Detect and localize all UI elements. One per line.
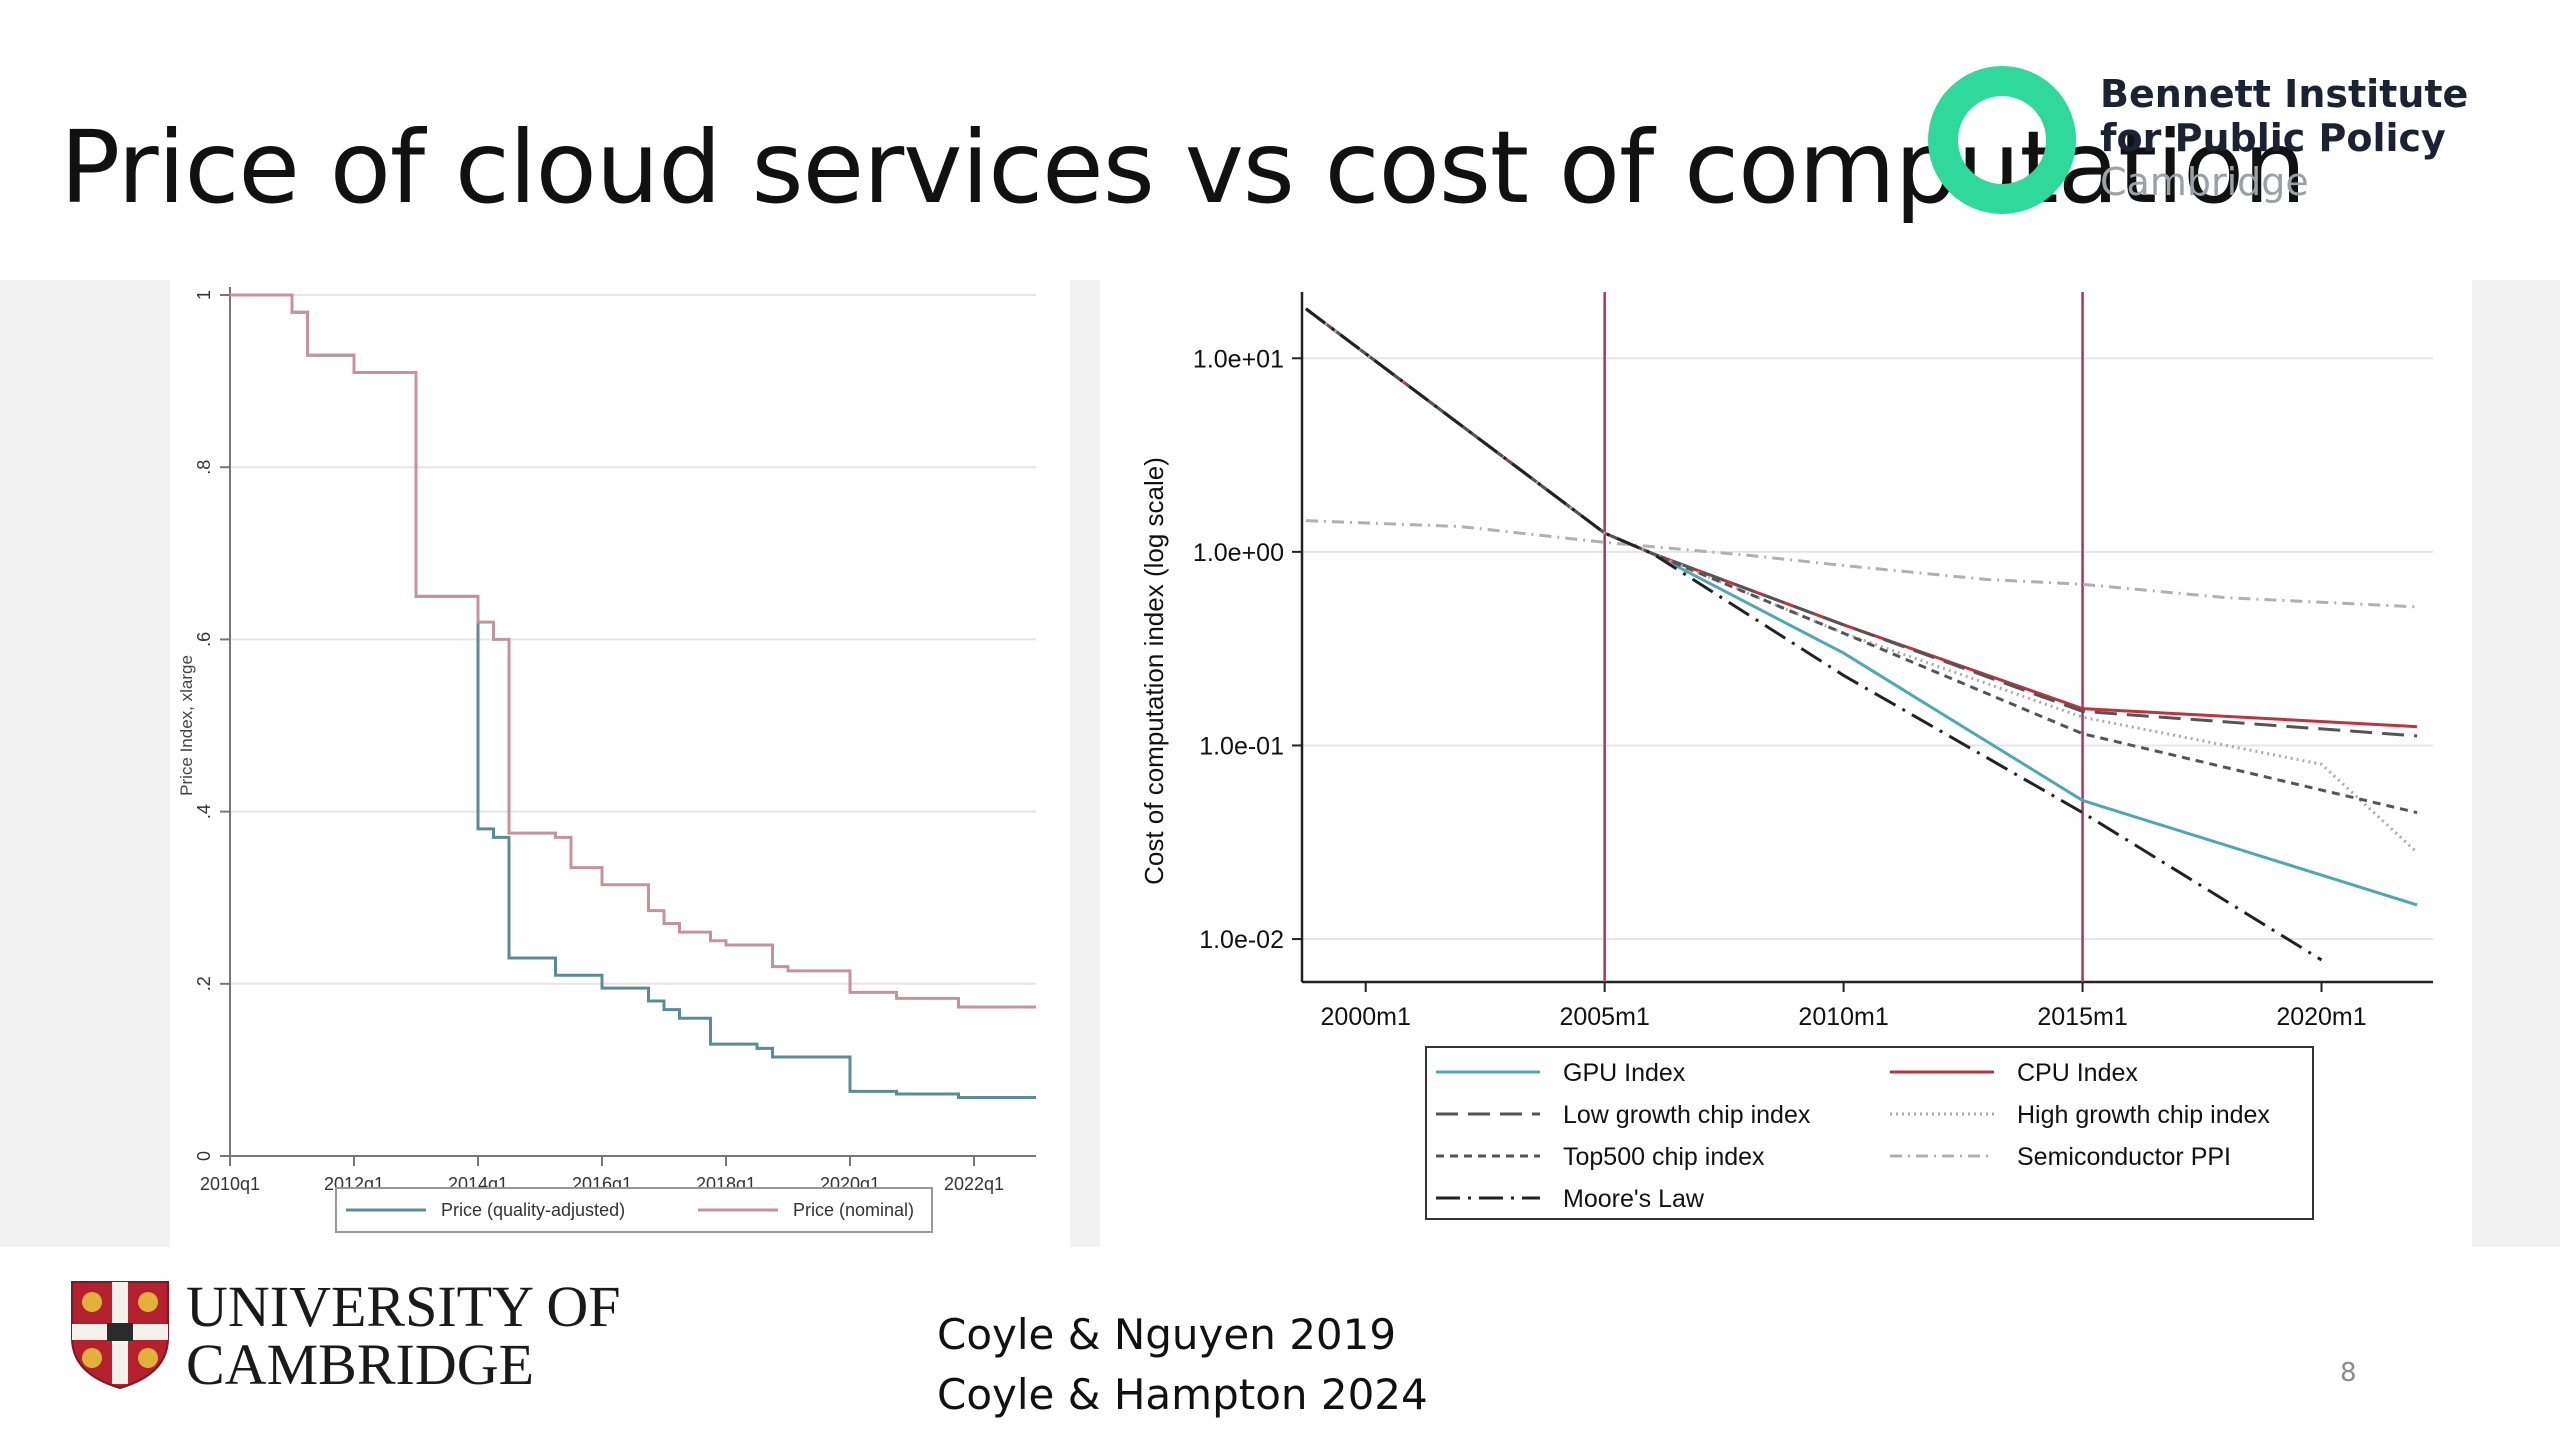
legend-label: High growth chip index (2017, 1101, 2270, 1129)
bennett-ring-icon (1928, 66, 2076, 214)
bennett-institute-logo: Bennett Institute for Public Policy Camb… (1920, 62, 2540, 222)
legend-label: Low growth chip index (1563, 1101, 1811, 1129)
bennett-ring-icon (1928, 66, 2076, 214)
y-tick-label: .2 (194, 976, 214, 991)
cambridge-shield-book-icon (107, 1323, 133, 1341)
series-line-moore-s-law (1305, 307, 2323, 962)
cloud-price-chart-panel: 0.2.4.6.8 1 2010q1 2012q1 2014q1 2016q1 2018q1… (170, 280, 1070, 1247)
cambridge-shield-lion-icon (82, 1348, 102, 1368)
computation-cost-chart-panel: 1.0e+01 1.0e+00 1.0e-01 1.0e-02 2000m1 2005m1… (1100, 280, 2472, 1247)
legend-label: CPU Index (2017, 1059, 2138, 1087)
cambridge-logo-line1: UNIVERSITY OF (186, 1274, 621, 1339)
y-tick-label: .4 (194, 804, 214, 819)
legend-label: Price (quality-adjusted) (441, 1200, 625, 1220)
series-line-price-nominal (230, 293, 1036, 1009)
legend-box (1425, 1046, 2314, 1220)
cambridge-shield-lion-icon (82, 1292, 102, 1312)
legend-label: Moore's Law (1563, 1185, 1705, 1213)
legend-label: Top500 chip index (1563, 1143, 1765, 1171)
legend-label: GPU Index (1563, 1059, 1686, 1087)
reference-2: Coyle & Hampton 2024 (937, 1370, 1428, 1419)
series-line-low-growth-chip-index (1305, 307, 2418, 738)
x-tick-label: 2022q1 (944, 1174, 1004, 1194)
bennett-logo-line1: Bennett Institute (2100, 72, 2469, 116)
page-number: 8 (2340, 1358, 2357, 1388)
y-tick-label: 1.0e+00 (1193, 539, 1284, 567)
university-of-cambridge-logo: UNIVERSITY OF CAMBRIDGE (70, 1278, 630, 1398)
x-tick-label: 2020m1 (2276, 1003, 2366, 1031)
references: Coyle & Nguyen 2019 Coyle & Hampton 2024 (937, 1305, 1428, 1425)
y-tick-label: 1.0e+01 (1193, 345, 1284, 373)
x-tick-label: 2000m1 (1321, 1003, 1411, 1031)
bennett-logo-line2: for Public Policy (2100, 116, 2446, 160)
bennett-logo-line3: Cambridge (2100, 160, 2309, 204)
legend-label: Semiconductor PPI (2017, 1143, 2231, 1171)
series-line-price-quality-adjusted (230, 293, 1036, 1099)
series-line-top500-chip-index (1305, 307, 2418, 815)
legend-box (335, 1187, 933, 1233)
y-axis-label: Cost of computation index (log scale) (1139, 457, 1169, 885)
cambridge-shield-icon (71, 1281, 169, 1390)
series-line-gpu-index (1305, 307, 2418, 907)
y-tick-label: 1 (194, 290, 214, 300)
x-tick-label: 2010q1 (200, 1174, 260, 1194)
y-tick-label: 1.0e-01 (1199, 732, 1284, 760)
y-tick-label: 0 (194, 1151, 214, 1161)
x-tick-label: 2015m1 (2037, 1003, 2127, 1031)
y-axis-label: Price Index, xlarge (177, 655, 196, 796)
x-tick-label: 2005m1 (1559, 1003, 1649, 1031)
y-tick-label: .8 (194, 460, 214, 475)
series-line-high-growth-chip-index (1305, 307, 2419, 854)
cambridge-shield-lion-icon (138, 1292, 158, 1312)
y-tick-label: 1.0e-02 (1199, 926, 1284, 954)
cambridge-shield-lion-icon (138, 1348, 158, 1368)
cambridge-logo-line2: CAMBRIDGE (186, 1332, 535, 1397)
y-tick-label: .6 (194, 632, 214, 647)
x-tick-label: 2010m1 (1798, 1003, 1888, 1031)
reference-1: Coyle & Nguyen 2019 (937, 1310, 1397, 1359)
series-line-semiconductor-ppi (1305, 519, 2418, 609)
computation-cost-chart: 1.0e+01 1.0e+00 1.0e-01 1.0e-02 2000m1 2005m1… (1139, 292, 2433, 1220)
legend-label: Price (nominal) (793, 1200, 914, 1220)
